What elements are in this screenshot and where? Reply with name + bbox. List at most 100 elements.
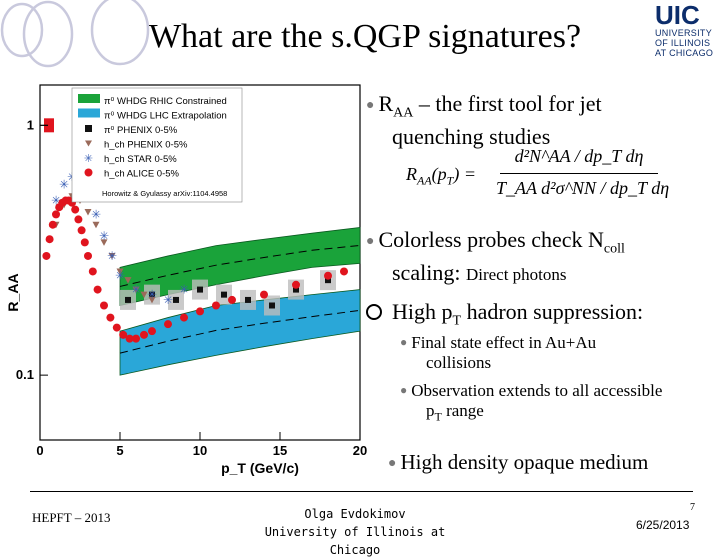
- y-tick-label-1: 1: [27, 117, 34, 132]
- sub-bullet-observation: ● Observation extends to all accessible p…: [400, 381, 663, 424]
- footer-conference: HEPFT – 2013: [32, 510, 111, 525]
- marker-triangle-7: [108, 252, 116, 260]
- sub-bullet-final-state: ● Final state effect in Au+Au collisions: [400, 333, 597, 372]
- marker-circle-15: [93, 285, 102, 294]
- marker-circle-12: [80, 238, 89, 247]
- marker-star-6: ✳: [99, 229, 109, 243]
- bullet-ring-icon: [366, 304, 382, 320]
- marker-circle-20: [125, 334, 134, 343]
- logo-line-3: AT CHICAGO: [655, 48, 714, 58]
- marker-square-1: [149, 291, 155, 298]
- marker-star-9: ✳: [131, 283, 141, 297]
- marker-circle-19: [119, 330, 128, 339]
- logo-line-2: OF ILLINOIS: [655, 38, 711, 48]
- x-tick-label-1: 5: [116, 443, 123, 458]
- marker-star-12: ✳: [179, 283, 189, 297]
- marker-star-1: ✳: [59, 177, 69, 191]
- marker-triangle-11: [140, 291, 148, 299]
- marker-star-11: ✳: [163, 293, 173, 307]
- marker-circle-3: [52, 210, 60, 219]
- x-tick-label-0: 0: [36, 443, 43, 458]
- marker-square-8: [325, 277, 331, 284]
- marker-star-8: ✳: [115, 269, 125, 283]
- marker-square-6: [269, 302, 275, 309]
- marker-circle-21: [132, 334, 140, 343]
- bullet-dot-icon: ●: [400, 383, 408, 397]
- marker-square-5: [245, 296, 251, 303]
- logo-line-1: UNIVERSITY: [655, 28, 713, 38]
- bullet-colorless-probes: ● Colorless probes check Ncoll scaling: D…: [366, 227, 625, 286]
- legend-entry-2: π⁰ PHENIX 0-5%: [104, 125, 178, 136]
- footer-author: Olga Evdokimov University of Illinois at…: [264, 507, 446, 557]
- x-tick-label-4: 20: [353, 443, 367, 458]
- legend-entry-3: h_ch PHENIX 0-5%: [104, 140, 188, 151]
- x-tick-label-2: 10: [193, 443, 207, 458]
- marker-circle-28: [228, 295, 236, 304]
- bullet-raa: ● RAA – the first tool for jet quenching …: [366, 91, 602, 150]
- marker-circle-25: [180, 313, 188, 322]
- marker-star-0: ✳: [51, 194, 61, 208]
- marker-triangle-8: [116, 268, 124, 275]
- marker-circle-27: [212, 301, 220, 310]
- marker-triangle-5: [92, 221, 100, 229]
- legend-swatch-3: [85, 140, 92, 147]
- marker-triangle-12: [148, 296, 156, 304]
- raa-equation: RAA(pT) = d²N^AA / dp_T dη T_AA d²σ^NN /…: [406, 146, 670, 198]
- marker-circle-31: [324, 271, 332, 280]
- x-tick-label-3: 15: [273, 443, 287, 458]
- marker-triangle-4: [84, 208, 92, 216]
- legend-entry-4: h_ch STAR 0-5%: [104, 154, 177, 165]
- marker-star-10: ✳: [147, 288, 157, 302]
- legend-swatch-4: ✳: [84, 152, 93, 165]
- equation-numerator: d²N^AA / dp_T dη: [514, 146, 644, 166]
- y-tick-label-0: 0.1: [16, 367, 34, 382]
- marker-circle-30: [292, 280, 300, 289]
- band-center-line-1: [119, 309, 361, 354]
- bullet-high-pt: High pT hadron suppression:: [366, 300, 643, 333]
- marker-circle-10: [74, 215, 83, 224]
- legend-swatch-0: [78, 94, 100, 103]
- legend-entry-5: h_ch ALICE 0-5%: [104, 169, 180, 180]
- slide-title: What are the s.QGP signatures?: [148, 18, 582, 55]
- y-axis-label: R_AA: [5, 273, 21, 311]
- marker-triangle-10: [132, 286, 140, 294]
- legend-swatch-2: [85, 125, 92, 132]
- marker-circle-0: [42, 251, 51, 260]
- ncoll-uncertainty-box: [44, 118, 54, 133]
- marker-circle-1: [45, 235, 54, 244]
- marker-circle-9: [71, 205, 80, 214]
- marker-circle-18: [112, 323, 121, 332]
- band-center-line-0: [119, 244, 361, 287]
- decorative-rings: [0, 0, 150, 68]
- bullet-dot-icon: ●: [366, 234, 375, 249]
- marker-circle-14: [88, 267, 97, 276]
- marker-circle-32: [340, 267, 348, 276]
- marker-circle-2: [48, 220, 57, 229]
- equation-denominator: T_AA d²σ^NN / dp_T dη: [496, 178, 670, 198]
- legend-entry-1: π⁰ WHDG LHC Extrapolation: [104, 111, 227, 122]
- legend-box: [71, 87, 243, 203]
- bullet-opaque-medium: ● High density opaque medium: [388, 450, 649, 474]
- legend-entry-0: π⁰ WHDG RHIC Constrained: [104, 96, 227, 107]
- marker-square-3: [197, 286, 203, 293]
- marker-circle-13: [84, 251, 92, 260]
- marker-square-7: [293, 286, 299, 293]
- marker-star-5: ✳: [91, 207, 101, 221]
- marker-circle-16: [100, 301, 108, 310]
- legend-swatch-5: [84, 168, 93, 177]
- footer-date: 6/25/2013: [636, 518, 690, 532]
- marker-circle-26: [196, 307, 204, 316]
- marker-square-2: [173, 296, 179, 303]
- bullet-dot-icon: ●: [400, 335, 408, 349]
- fraction-bar: [500, 173, 658, 174]
- logo-uic-text: UIC: [655, 0, 700, 30]
- legend-citation: Horowitz & Gyulassy arXiv:1104.4958: [102, 189, 227, 198]
- marker-circle-24: [164, 320, 172, 329]
- marker-circle-17: [106, 313, 115, 322]
- marker-circle-23: [148, 327, 156, 336]
- marker-circle-11: [77, 226, 86, 235]
- marker-circle-29: [260, 290, 268, 299]
- marker-square-0: [125, 296, 131, 303]
